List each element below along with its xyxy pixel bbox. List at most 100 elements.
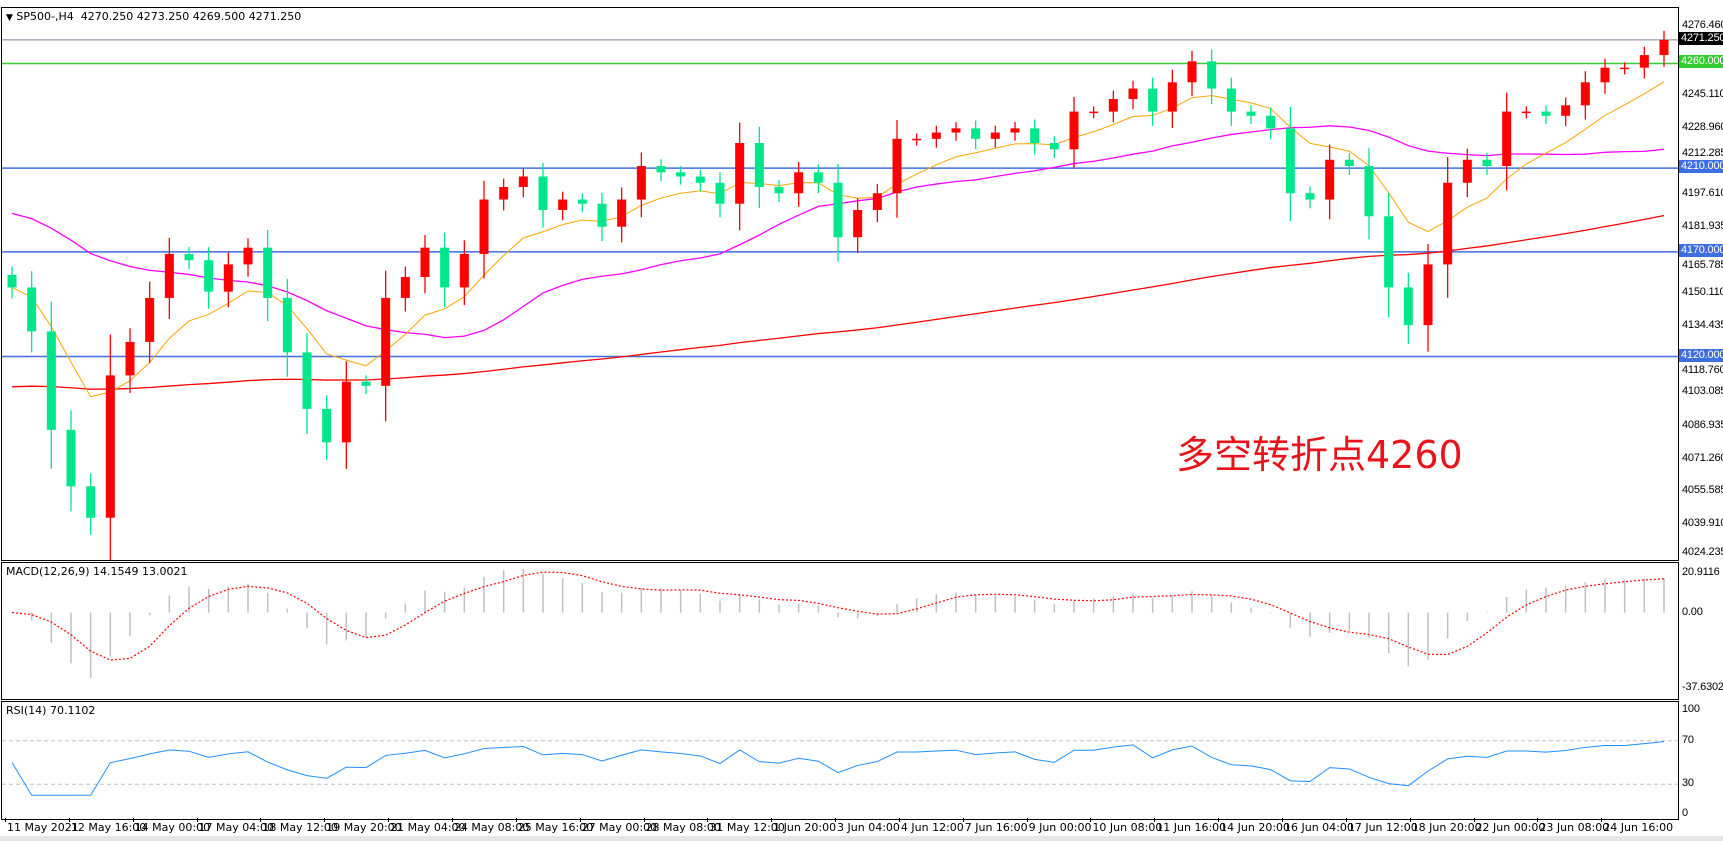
price-tick-label: 4118.760 <box>1682 363 1723 376</box>
candle-body <box>754 143 764 187</box>
candle-body <box>656 166 666 173</box>
candle-body <box>990 132 1000 139</box>
candle-body <box>1502 111 1512 167</box>
candle-body <box>86 486 96 518</box>
time-tick <box>579 818 581 822</box>
candle-body <box>892 138 902 194</box>
candle-body <box>1639 55 1649 68</box>
time-label: 22 Jun 00:00 <box>1475 821 1546 834</box>
price-tick-label: 4024.235 <box>1682 546 1723 558</box>
time-label: 12 May 16:00 <box>70 821 147 834</box>
candle-body <box>853 209 863 238</box>
time-label: 16 Jun 04:00 <box>1284 821 1354 834</box>
candle-body <box>1344 159 1354 167</box>
time-tick <box>324 818 326 822</box>
price-tick-label: 4039.910 <box>1682 517 1723 530</box>
ohlc-readout: 4270.250 4273.250 4269.500 4271.250 <box>80 10 302 23</box>
candle-body <box>1541 111 1551 116</box>
price-chart-panel[interactable]: ▼ SP500-,H4 4270.250 4273.250 4269.500 4… <box>1 7 1679 561</box>
candle-body <box>1266 115 1276 129</box>
time-tick <box>835 818 837 822</box>
candle-body <box>1659 39 1669 56</box>
candle-body <box>695 176 705 183</box>
candle-body <box>1423 264 1433 326</box>
time-tick <box>1345 818 1347 822</box>
time-tick <box>1282 818 1283 822</box>
candle-body <box>1521 111 1531 114</box>
price-tick-label: 4071.260 <box>1682 451 1723 464</box>
time-tick <box>898 818 900 822</box>
time-label: 25 May 16:00 <box>517 821 594 834</box>
price-tick-label: 4228.960 <box>1682 121 1723 134</box>
candle-body <box>46 331 56 430</box>
time-label: 24 May 08:00 <box>453 821 530 834</box>
time-tick <box>1090 818 1092 822</box>
candle-body <box>636 166 646 200</box>
candle-body <box>66 429 76 487</box>
level-price-tag: 4170.000 <box>1679 243 1723 257</box>
level-price-tag: 4210.000 <box>1679 160 1723 174</box>
time-label: 4 Jun 12:00 <box>900 821 964 834</box>
time-tick <box>388 818 390 822</box>
macd-label: MACD(12,26,9) 14.1549 13.0021 <box>6 565 188 578</box>
time-tick <box>132 818 134 822</box>
candle-body <box>27 287 37 332</box>
candle-body <box>1482 159 1492 167</box>
rsi-canvas <box>2 740 1678 796</box>
time-tick <box>260 818 262 822</box>
candle-body <box>243 247 253 265</box>
time-label: 1 Jun 20:00 <box>773 821 837 834</box>
time-label: 17 May 04:00 <box>198 821 274 834</box>
time-label: 19 May 20:00 <box>326 821 402 834</box>
time-tick <box>1473 818 1475 822</box>
chart-header: ▼ SP500-,H4 4270.250 4273.250 4269.500 4… <box>6 10 301 23</box>
candle-body <box>1108 99 1118 112</box>
level-price-tag: 4260.000 <box>1679 55 1723 69</box>
candle-body <box>971 128 981 139</box>
candle-body <box>7 274 17 288</box>
candle-body <box>499 186 509 200</box>
price-tick-label: 4150.110 <box>1682 286 1723 299</box>
time-tick <box>196 818 198 822</box>
price-tick-label: 4103.085 <box>1682 384 1723 397</box>
rsi-line <box>11 741 1665 796</box>
price-tick-label: 4181.935 <box>1682 219 1723 232</box>
candle-body <box>518 176 528 187</box>
time-label: 3 Jun 04:00 <box>837 821 900 834</box>
price-tick-label: 4276.460 <box>1682 18 1723 31</box>
candle-body <box>1364 166 1374 217</box>
triangle-down-icon[interactable]: ▼ <box>6 13 13 23</box>
candle-body <box>1207 61 1217 89</box>
macd-tick-label: -37.6302 <box>1682 681 1723 693</box>
price-tick-label: 4165.785 <box>1682 258 1723 271</box>
price-tick-label: 4197.610 <box>1682 187 1723 200</box>
candle-body <box>263 247 273 298</box>
time-label: 7 Jun 16:00 <box>964 821 1028 834</box>
candle-body <box>1305 193 1315 200</box>
time-tick <box>1537 818 1539 822</box>
macd-tick-label: 0.00 <box>1682 605 1703 618</box>
time-label: 18 May 12:00 <box>262 821 338 834</box>
candle-body <box>1384 216 1394 288</box>
candle-body <box>1128 88 1138 100</box>
time-tick <box>451 818 453 822</box>
time-label: 28 May 08:00 <box>645 821 721 834</box>
macd-panel[interactable]: MACD(12,26,9) 14.1549 13.0021 <box>1 562 1679 700</box>
pivot-annotation: 多空转折点4260 <box>1176 433 1463 477</box>
candle-body <box>912 138 922 141</box>
candle-body <box>184 253 194 261</box>
price-tick-label: 4134.435 <box>1682 319 1723 332</box>
candle-body <box>361 381 371 386</box>
candle-body <box>1580 82 1590 106</box>
candle-body <box>1069 111 1079 150</box>
candle-body <box>1325 159 1335 200</box>
candle-body <box>597 203 607 227</box>
rsi-panel[interactable]: RSI(14) 70.1102 <box>1 701 1679 820</box>
time-tick <box>962 818 964 822</box>
current-price-tag: 4271.250 <box>1679 31 1723 45</box>
candle-body <box>1010 128 1020 133</box>
candle-body <box>164 253 174 298</box>
candle-body <box>1246 111 1256 116</box>
candle-body <box>302 352 312 409</box>
rsi-tick-label: 30 <box>1682 777 1694 790</box>
